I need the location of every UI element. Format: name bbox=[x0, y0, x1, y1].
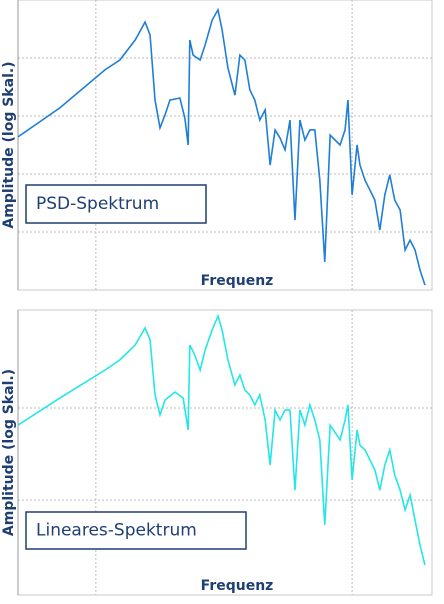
legend-box bbox=[25, 184, 207, 224]
plot-area bbox=[17, 0, 433, 291]
y-axis-label: Amplitude (log Skal.) bbox=[1, 369, 17, 536]
line-series bbox=[17, 313, 426, 566]
y-axis-label: Amplitude (log Skal.) bbox=[1, 61, 17, 228]
legend-label: PSD-Spektrum bbox=[36, 194, 159, 214]
x-axis-label: Frequenz bbox=[201, 273, 274, 289]
line-series bbox=[17, 7, 426, 286]
legend-box bbox=[25, 511, 247, 550]
x-axis-label: Frequenz bbox=[201, 578, 274, 594]
legend-label: Lineares-Spektrum bbox=[36, 521, 197, 541]
plot-area bbox=[17, 309, 433, 596]
